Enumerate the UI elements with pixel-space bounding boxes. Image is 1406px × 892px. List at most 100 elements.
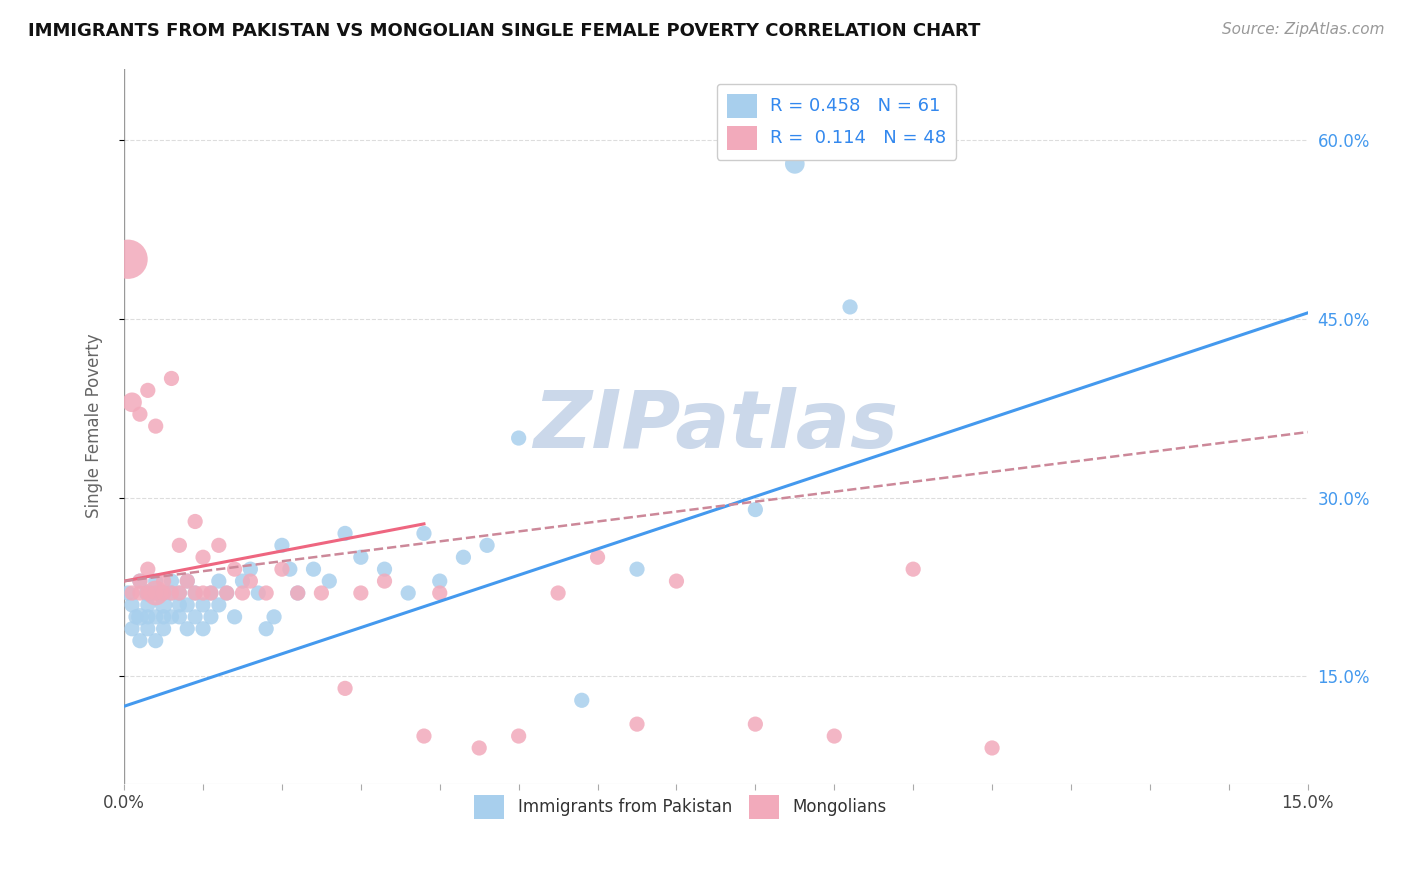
Point: [287, 586, 309, 600]
Point: [160, 586, 183, 600]
Point: [184, 610, 207, 624]
Point: [254, 622, 277, 636]
Point: [333, 526, 356, 541]
Point: [169, 586, 191, 600]
Point: [311, 586, 333, 600]
Point: [208, 598, 231, 612]
Point: [117, 586, 139, 600]
Y-axis label: Single Female Poverty: Single Female Poverty: [86, 334, 103, 518]
Point: [191, 586, 214, 600]
Point: [981, 741, 1004, 756]
Point: [254, 586, 277, 600]
Point: [191, 622, 214, 636]
Point: [160, 586, 183, 600]
Point: [145, 586, 167, 600]
Point: [184, 515, 207, 529]
Point: [547, 586, 569, 600]
Point: [626, 717, 648, 731]
Point: [823, 729, 845, 743]
Point: [129, 574, 152, 588]
Point: [224, 610, 246, 624]
Point: [152, 586, 174, 600]
Point: [318, 574, 340, 588]
Point: [413, 729, 436, 743]
Point: [152, 574, 174, 588]
Point: [373, 574, 395, 588]
Point: [169, 586, 191, 600]
Point: [744, 502, 766, 516]
Point: [129, 586, 152, 600]
Point: [191, 550, 214, 565]
Point: [136, 586, 159, 600]
Point: [184, 586, 207, 600]
Text: ZIPatlas: ZIPatlas: [533, 387, 898, 465]
Point: [302, 562, 325, 576]
Point: [136, 562, 159, 576]
Point: [468, 741, 491, 756]
Point: [333, 681, 356, 696]
Point: [129, 610, 152, 624]
Text: Source: ZipAtlas.com: Source: ZipAtlas.com: [1222, 22, 1385, 37]
Point: [839, 300, 862, 314]
Legend: Immigrants from Pakistan, Mongolians: Immigrants from Pakistan, Mongolians: [468, 789, 893, 825]
Point: [145, 586, 167, 600]
Point: [129, 407, 152, 421]
Point: [626, 562, 648, 576]
Point: [125, 610, 148, 624]
Point: [665, 574, 688, 588]
Point: [152, 622, 174, 636]
Point: [901, 562, 924, 576]
Point: [239, 574, 262, 588]
Point: [215, 586, 238, 600]
Point: [231, 586, 253, 600]
Point: [571, 693, 593, 707]
Point: [429, 586, 451, 600]
Point: [200, 586, 222, 600]
Point: [176, 574, 198, 588]
Point: [508, 729, 530, 743]
Point: [136, 384, 159, 398]
Point: [453, 550, 475, 565]
Point: [350, 550, 373, 565]
Point: [200, 610, 222, 624]
Point: [136, 598, 159, 612]
Point: [208, 574, 231, 588]
Point: [413, 526, 436, 541]
Point: [136, 610, 159, 624]
Point: [160, 574, 183, 588]
Point: [224, 562, 246, 576]
Point: [145, 586, 167, 600]
Point: [136, 586, 159, 600]
Point: [152, 598, 174, 612]
Point: [121, 622, 143, 636]
Point: [396, 586, 419, 600]
Point: [145, 633, 167, 648]
Point: [145, 610, 167, 624]
Point: [117, 252, 139, 267]
Point: [145, 574, 167, 588]
Point: [121, 395, 143, 409]
Point: [231, 574, 253, 588]
Point: [176, 574, 198, 588]
Point: [278, 562, 301, 576]
Point: [121, 586, 143, 600]
Point: [176, 622, 198, 636]
Point: [263, 610, 285, 624]
Point: [586, 550, 609, 565]
Point: [287, 586, 309, 600]
Point: [136, 622, 159, 636]
Point: [129, 574, 152, 588]
Point: [783, 157, 806, 171]
Point: [200, 586, 222, 600]
Point: [145, 419, 167, 434]
Point: [176, 598, 198, 612]
Point: [239, 562, 262, 576]
Point: [744, 717, 766, 731]
Point: [169, 598, 191, 612]
Point: [152, 586, 174, 600]
Point: [160, 371, 183, 385]
Point: [169, 538, 191, 552]
Point: [169, 610, 191, 624]
Point: [121, 598, 143, 612]
Point: [429, 574, 451, 588]
